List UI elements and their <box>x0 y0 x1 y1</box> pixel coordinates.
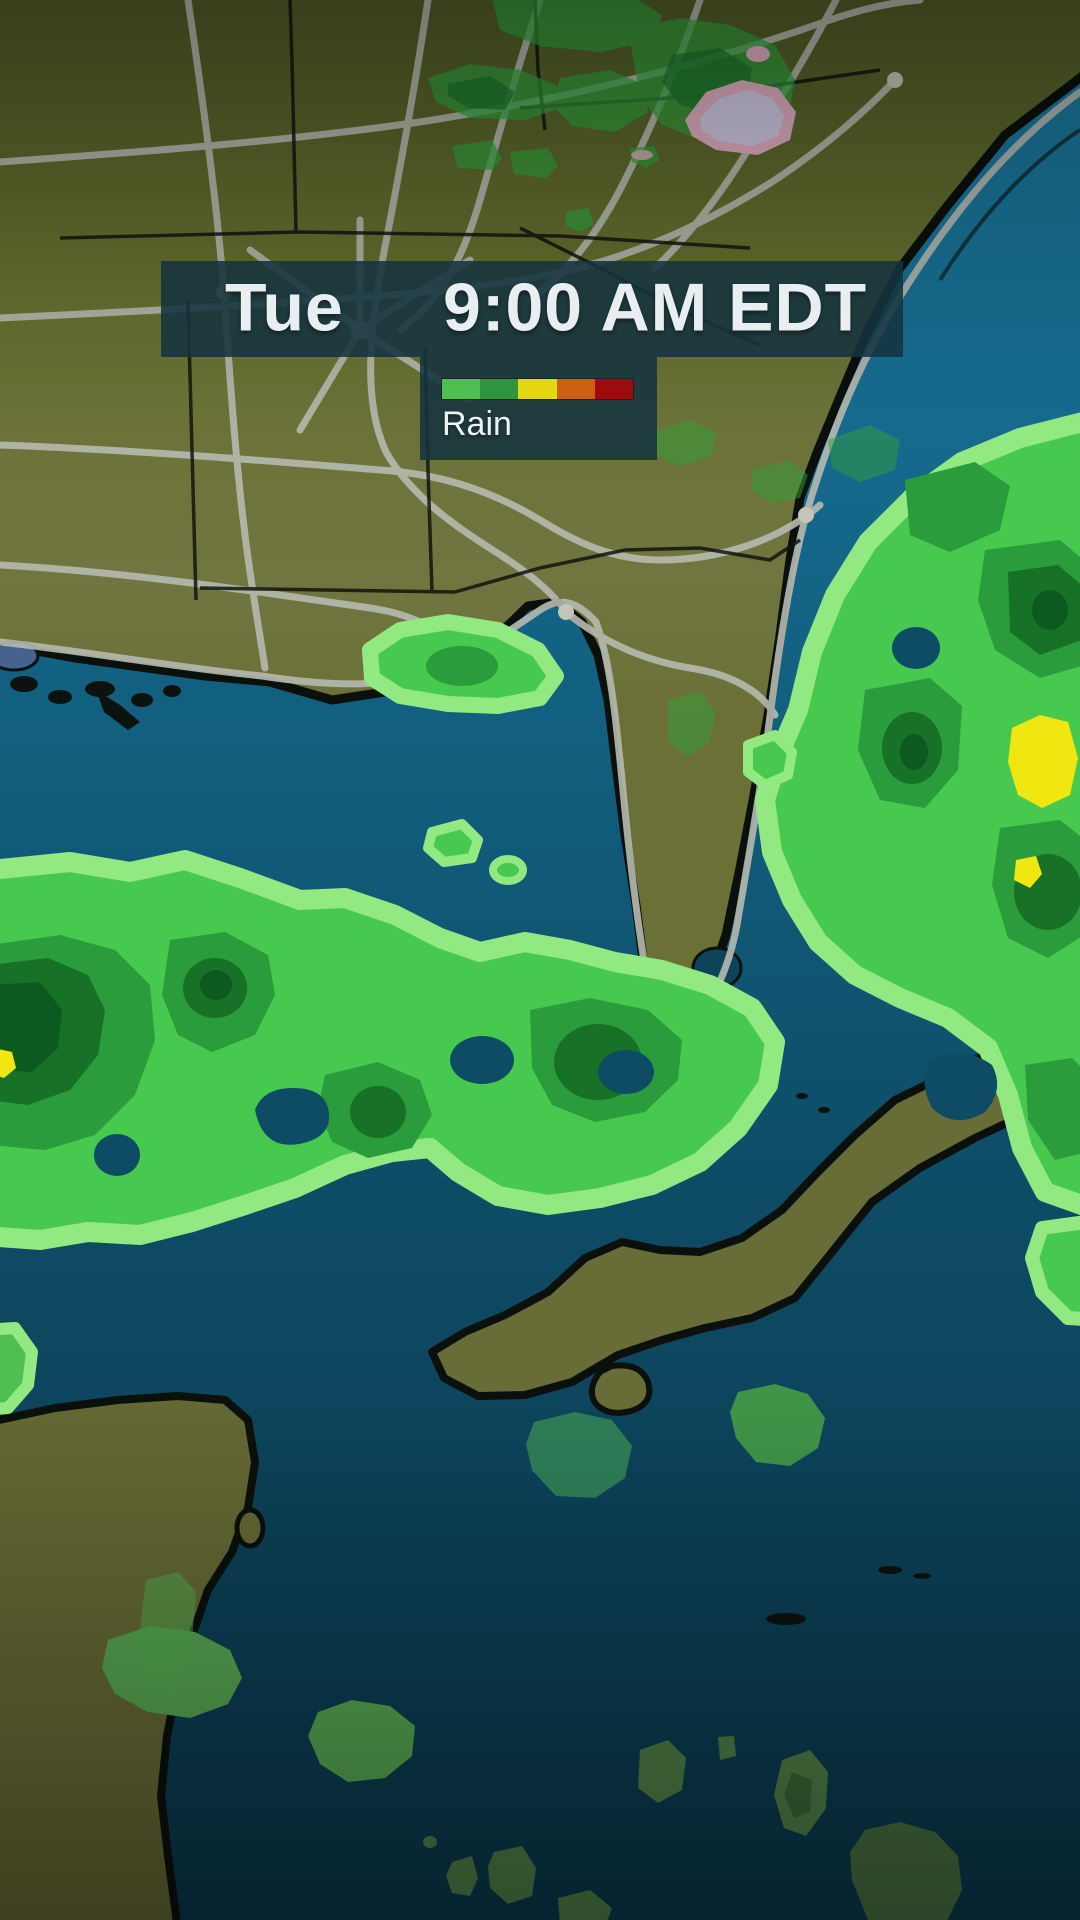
rain-patches-georgia <box>652 420 900 756</box>
rain-band-gulf <box>0 850 785 1250</box>
timestamp-bar: Tue 9:00 AM EDT <box>161 261 903 357</box>
rain-legend-colorbar <box>441 378 634 400</box>
rain-legend-panel: Rain <box>420 357 657 460</box>
cuba-island <box>428 1007 1080 1400</box>
legend-color-segment <box>480 379 519 399</box>
time-label: 9:00 AM EDT <box>443 269 868 346</box>
bottom-vignette <box>0 1400 1080 1920</box>
rain-yellow-spot-left <box>0 1049 16 1078</box>
legend-color-segment <box>442 379 481 399</box>
day-label: Tue <box>225 269 344 346</box>
rain-legend-label: Rain <box>442 405 512 443</box>
rain-blob-bigbend <box>362 614 564 885</box>
legend-color-segment <box>594 379 634 399</box>
rain-yellow-spots <box>1008 715 1078 888</box>
legend-color-segment <box>556 379 595 399</box>
delta-marsh <box>10 676 181 730</box>
rain-area-atlantic <box>743 412 1080 1326</box>
legend-color-segment <box>518 379 557 399</box>
